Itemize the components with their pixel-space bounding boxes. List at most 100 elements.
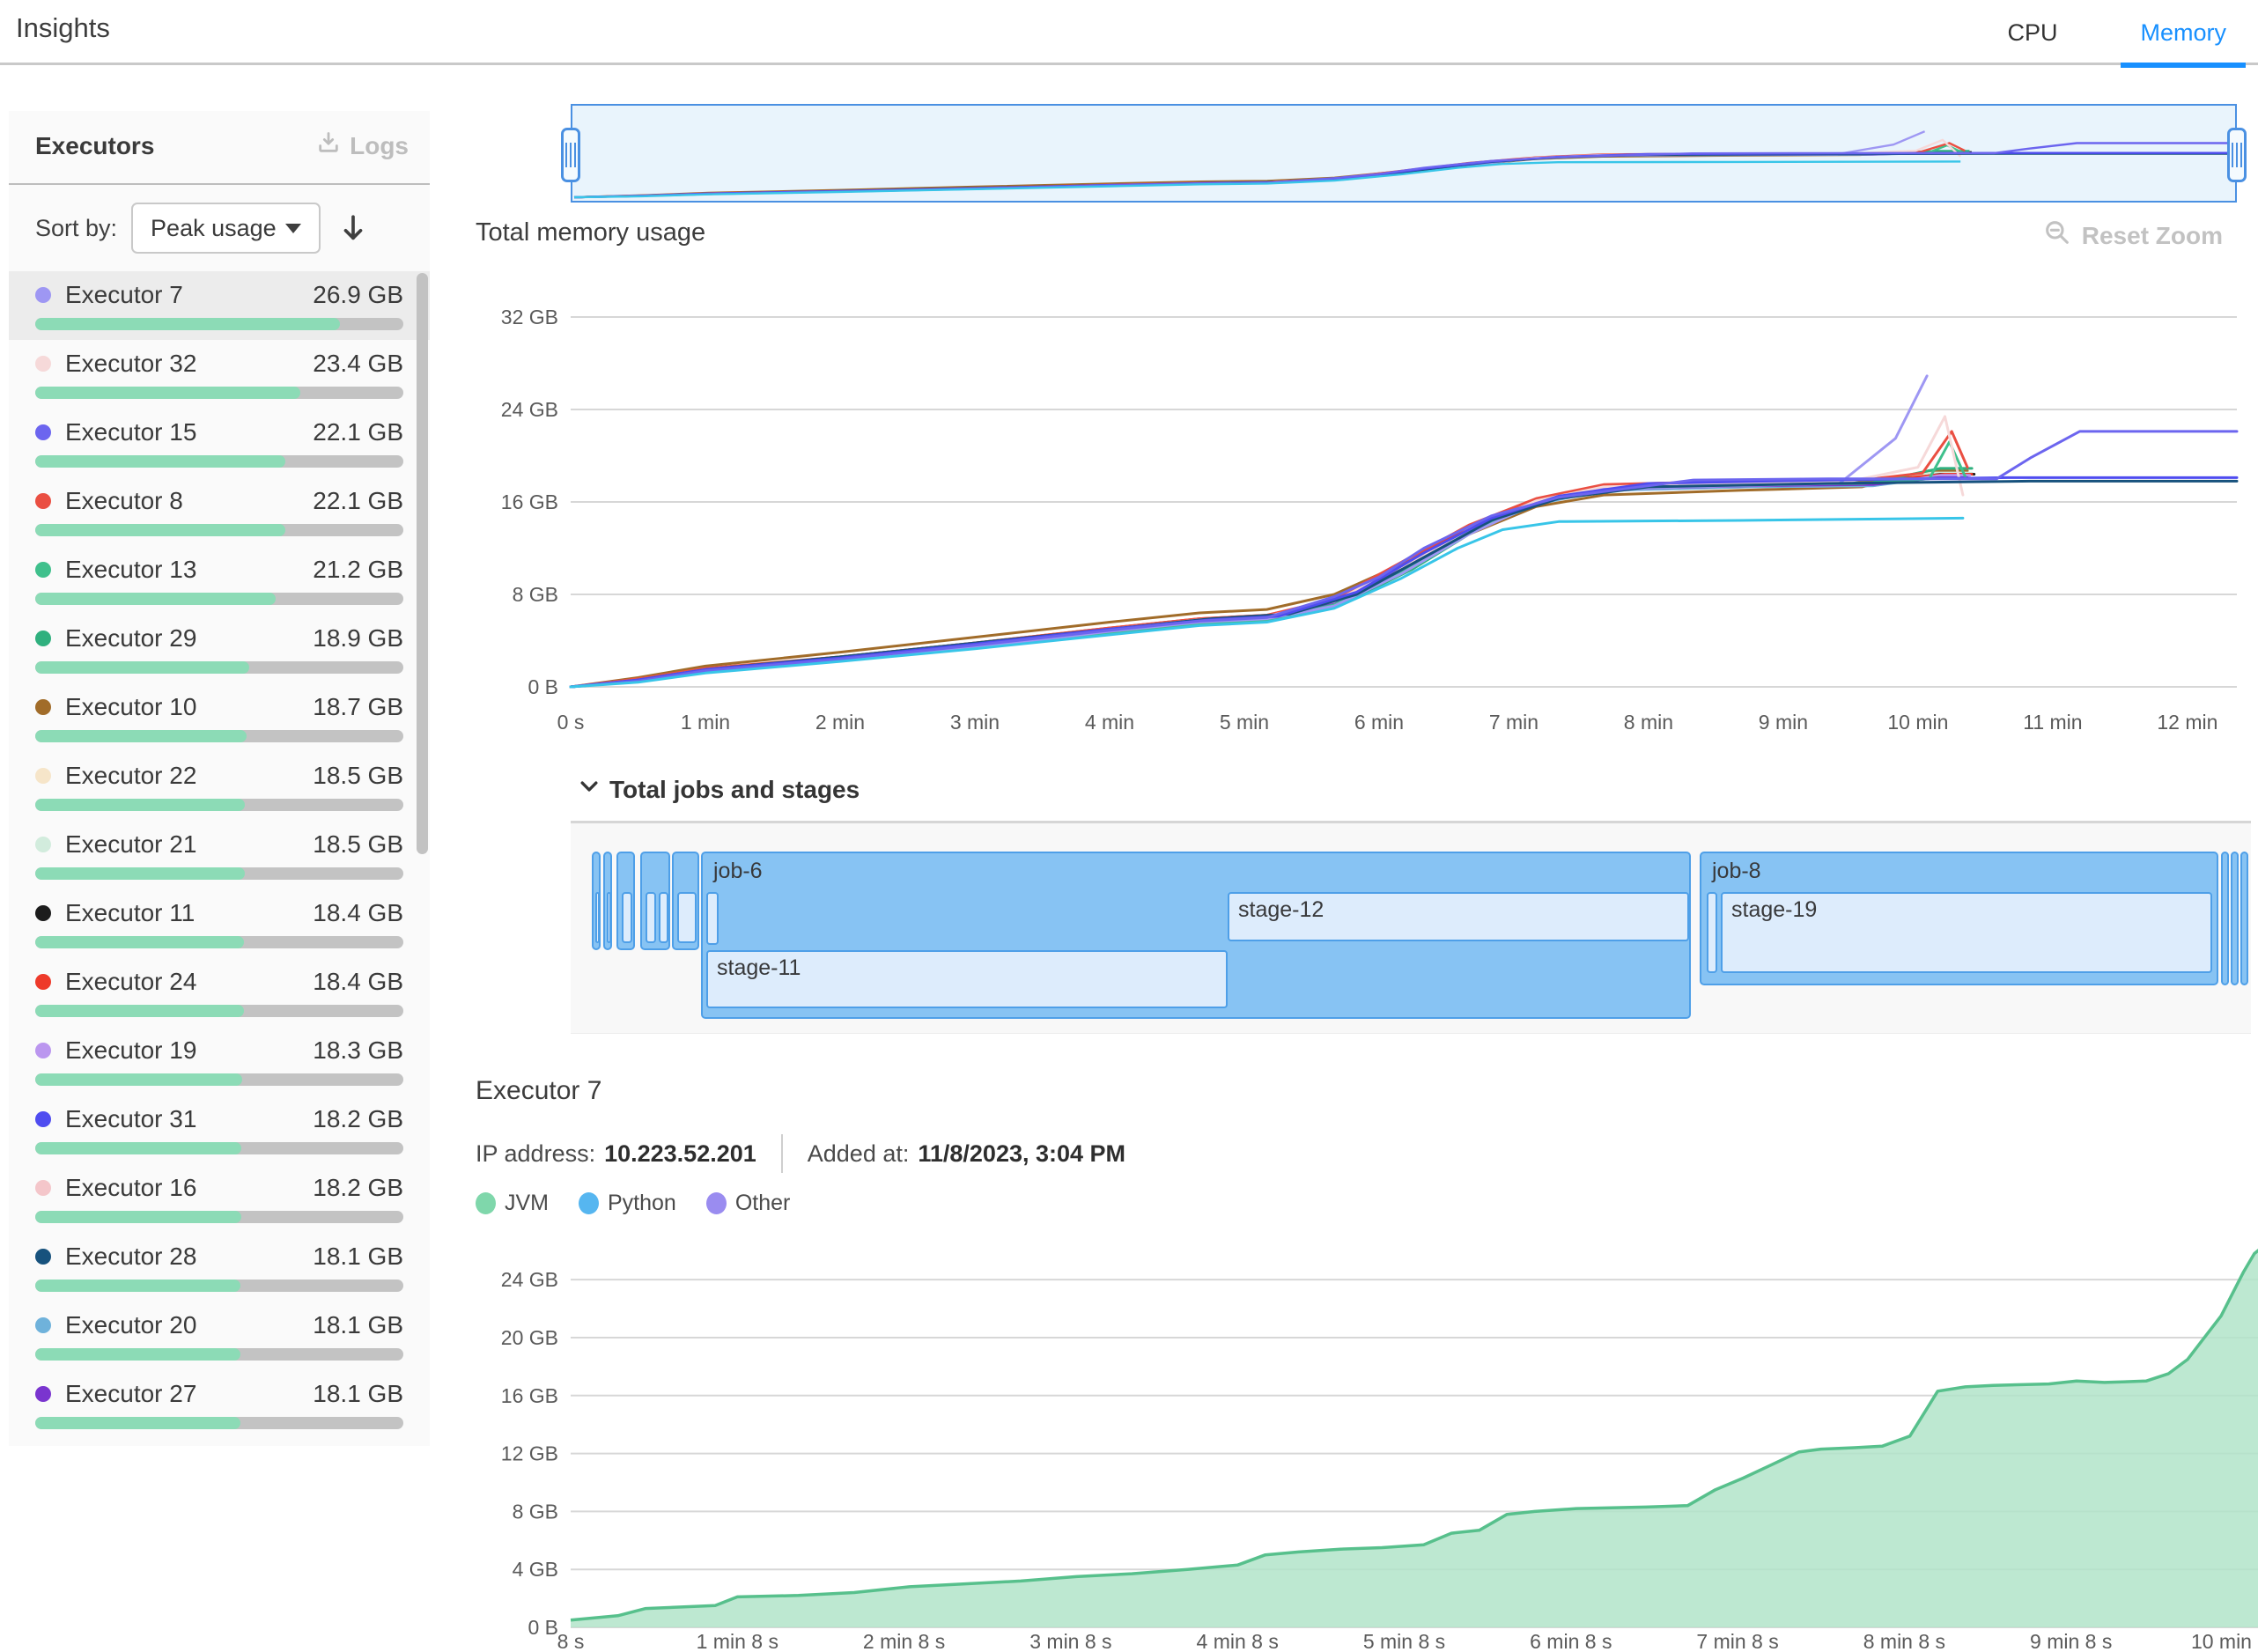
- executor-peak-value: 18.5 GB: [313, 830, 403, 858]
- sort-select[interactable]: Peak usage: [131, 203, 321, 254]
- sort-direction-button[interactable]: [340, 213, 366, 243]
- svg-text:0 s: 0 s: [557, 711, 585, 734]
- executor-usage-bar: [35, 593, 403, 605]
- executor-peak-value: 18.3 GB: [313, 1036, 403, 1064]
- job-bar[interactable]: [640, 852, 670, 950]
- executor-peak-value: 23.4 GB: [313, 350, 403, 377]
- executor-list-item[interactable]: Executor 8 22.1 GB: [9, 477, 430, 546]
- tab-memory[interactable]: Memory: [2121, 0, 2246, 68]
- sidebar-scrollbar[interactable]: [417, 273, 428, 854]
- job-bar[interactable]: [603, 852, 612, 950]
- executor-usage-bar: [35, 661, 403, 674]
- job-bar-job-6[interactable]: job-6 stage-12 stage-11: [701, 852, 1691, 1019]
- svg-text:20 GB: 20 GB: [501, 1326, 558, 1349]
- reset-zoom-button[interactable]: Reset Zoom: [2043, 218, 2223, 253]
- stage-bar[interactable]: [1707, 892, 1717, 973]
- executor-name: Executor 11: [65, 899, 196, 926]
- executor-list-item[interactable]: Executor 11 18.4 GB: [9, 889, 430, 958]
- stage-bar[interactable]: [706, 892, 719, 945]
- executor-list-item[interactable]: Executor 15 22.1 GB: [9, 409, 430, 477]
- job-bar[interactable]: [2221, 852, 2229, 985]
- svg-text:16 GB: 16 GB: [501, 490, 558, 513]
- executor-usage-bar: [35, 1142, 403, 1154]
- total-memory-chart: 0 B 8 GB 16 GB 24 GB 32 GB 0 s 1 min 2 min 3 min…: [501, 306, 2239, 734]
- stage-bar-stage-11[interactable]: stage-11: [706, 950, 1228, 1008]
- job-bar[interactable]: [672, 852, 699, 950]
- job-bar[interactable]: [2240, 852, 2248, 985]
- executor-list-item[interactable]: Executor 21 18.5 GB: [9, 821, 430, 889]
- zoom-brush[interactable]: [561, 104, 2247, 203]
- svg-text:24 GB: 24 GB: [501, 1268, 558, 1291]
- stage-bar-stage-12[interactable]: stage-12: [1228, 892, 1689, 941]
- executor-peak-value: 18.4 GB: [313, 899, 403, 926]
- executor-color-dot: [35, 424, 51, 440]
- executor-color-dot: [35, 768, 51, 784]
- executor-list-item[interactable]: Executor 22 18.5 GB: [9, 752, 430, 821]
- stage-bar[interactable]: [659, 892, 668, 943]
- sort-select-value: Peak usage: [151, 214, 277, 241]
- logs-button[interactable]: Logs: [316, 130, 409, 161]
- svg-text:1 min 8 s: 1 min 8 s: [697, 1630, 778, 1652]
- svg-text:5 min: 5 min: [1220, 711, 1269, 734]
- job-bar-job-8[interactable]: job-8 stage-19: [1700, 852, 2218, 985]
- tab-cpu[interactable]: CPU: [2007, 18, 2058, 46]
- executor-list-item[interactable]: Executor 10 18.7 GB: [9, 683, 430, 752]
- svg-text:8 s: 8 s: [557, 1630, 585, 1652]
- job-bar[interactable]: [592, 852, 601, 950]
- executor-list-item[interactable]: Executor 7 26.9 GB: [9, 271, 430, 340]
- stage-bar[interactable]: [622, 892, 632, 943]
- svg-text:3 min 8 s: 3 min 8 s: [1029, 1630, 1111, 1652]
- executor-list-item[interactable]: Executor 24 18.4 GB: [9, 958, 430, 1027]
- executors-sidebar: Executors Logs Sort by: Peak usage Execu…: [9, 111, 430, 1446]
- svg-text:4 min 8 s: 4 min 8 s: [1197, 1630, 1279, 1652]
- brush-handle-right[interactable]: [2227, 128, 2247, 182]
- legend-item-other[interactable]: Other: [705, 1191, 790, 1216]
- ip-value: 10.223.52.201: [604, 1139, 756, 1167]
- executor-color-dot: [35, 1111, 51, 1127]
- executor-list-item[interactable]: Executor 31 18.2 GB: [9, 1095, 430, 1164]
- jobs-stages-chart: job-6 stage-12 stage-11 job-8 stage-19: [571, 821, 2251, 1034]
- stage-bar-stage-19[interactable]: stage-19: [1721, 892, 2212, 973]
- executor-color-dot: [35, 1386, 51, 1402]
- stage-bar[interactable]: [607, 892, 611, 943]
- executor-list-item[interactable]: Executor 16 18.2 GB: [9, 1164, 430, 1233]
- brush-handle-left[interactable]: [561, 128, 580, 182]
- executor-usage-bar: [35, 1348, 403, 1361]
- total-memory-title: Total memory usage: [476, 218, 706, 247]
- executor-list-item[interactable]: Executor 28 18.1 GB: [9, 1233, 430, 1302]
- legend-item-jvm[interactable]: JVM: [476, 1191, 549, 1216]
- job-bar[interactable]: [2231, 852, 2239, 985]
- executor-memory-chart: 0 B 4 GB 8 GB 12 GB 16 GB 20 GB 24 GB 8 s 1 min …: [501, 1249, 2258, 1652]
- executor-list-item[interactable]: Executor 13 21.2 GB: [9, 546, 430, 615]
- svg-text:16 GB: 16 GB: [501, 1384, 558, 1407]
- svg-text:32 GB: 32 GB: [501, 306, 558, 328]
- executor-usage-bar: [35, 1073, 403, 1086]
- executor-usage-bar: [35, 730, 403, 742]
- legend-label: Python: [608, 1191, 676, 1215]
- added-value: 11/8/2023, 3:04 PM: [918, 1139, 1126, 1167]
- jobs-section-toggle[interactable]: Total jobs and stages: [578, 775, 860, 804]
- job-bar[interactable]: [616, 852, 635, 950]
- legend-item-python[interactable]: Python: [579, 1191, 676, 1216]
- executor-list-item[interactable]: Executor 19 18.3 GB: [9, 1027, 430, 1095]
- executor-color-dot: [35, 356, 51, 372]
- added-label: Added at:: [807, 1139, 910, 1167]
- stage-bar[interactable]: [646, 892, 656, 943]
- legend-dot: [579, 1192, 599, 1214]
- executor-name: Executor 31: [65, 1105, 197, 1132]
- executor-list-item[interactable]: Executor 32 23.4 GB: [9, 340, 430, 409]
- executor-list-item[interactable]: Executor 20 18.1 GB: [9, 1302, 430, 1370]
- executor-name: Executor 22: [65, 762, 197, 789]
- executor-name: Executor 24: [65, 968, 197, 995]
- executor-name: Executor 7: [65, 281, 183, 308]
- svg-text:10 min 8 s: 10 min 8 s: [2191, 1630, 2258, 1652]
- sort-row: Sort by: Peak usage: [35, 203, 366, 254]
- stage-bar[interactable]: [595, 892, 600, 943]
- executor-list-item[interactable]: Executor 27 18.1 GB: [9, 1370, 430, 1439]
- executor-list-item[interactable]: Executor 29 18.9 GB: [9, 615, 430, 683]
- svg-text:12 min: 12 min: [2157, 711, 2217, 734]
- stage-bar[interactable]: [677, 892, 697, 943]
- executor-peak-value: 21.2 GB: [313, 556, 403, 583]
- svg-text:11 min: 11 min: [2023, 711, 2082, 734]
- svg-text:4 GB: 4 GB: [513, 1558, 558, 1581]
